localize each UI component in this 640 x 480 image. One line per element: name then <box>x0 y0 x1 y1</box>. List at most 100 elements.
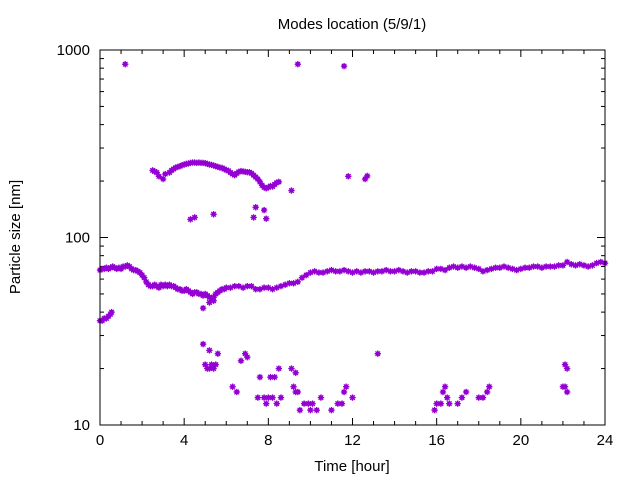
data-point <box>364 172 371 180</box>
data-point <box>212 361 219 368</box>
x-tick-label: 0 <box>96 432 104 449</box>
data-point <box>313 406 320 414</box>
data-point <box>340 388 348 396</box>
data-point <box>340 266 348 274</box>
data-point <box>275 365 283 372</box>
data-point <box>589 262 596 269</box>
data-point <box>479 394 487 401</box>
data-point <box>307 406 314 414</box>
data-point <box>267 373 274 381</box>
data-point <box>244 353 251 361</box>
data-point <box>122 60 129 68</box>
data-point <box>475 394 482 401</box>
data-point <box>345 173 352 180</box>
data-point <box>374 268 381 275</box>
x-tick-label: 4 <box>180 432 188 449</box>
data-point <box>433 400 440 407</box>
y-tick-label: 1000 <box>57 42 90 59</box>
data-point <box>309 400 316 407</box>
data-point <box>374 350 381 357</box>
data-point <box>244 282 251 290</box>
data-points <box>96 60 609 414</box>
data-point <box>454 400 461 407</box>
data-point <box>547 263 554 270</box>
data-point <box>441 383 449 390</box>
data-point <box>263 215 270 222</box>
data-point <box>561 383 569 390</box>
data-point <box>439 388 447 396</box>
data-point <box>496 264 503 271</box>
data-point <box>162 170 169 178</box>
data-point <box>140 274 148 281</box>
data-point <box>298 274 306 281</box>
data-point <box>191 214 198 221</box>
data-point <box>387 268 394 275</box>
data-point <box>210 211 217 218</box>
x-tick-label: 24 <box>597 432 614 449</box>
data-point <box>296 406 304 414</box>
data-point <box>155 173 163 180</box>
data-point <box>248 282 255 290</box>
data-point <box>294 60 301 68</box>
x-tick-label: 16 <box>428 432 445 449</box>
data-point <box>288 365 295 372</box>
data-point <box>563 388 571 396</box>
data-point <box>294 278 301 286</box>
data-point <box>260 206 268 214</box>
data-point <box>206 347 213 354</box>
y-tick-label: 100 <box>65 230 90 247</box>
data-point <box>555 262 562 269</box>
data-point <box>290 383 297 390</box>
data-point <box>483 388 491 396</box>
data-point <box>275 178 283 186</box>
data-point <box>202 361 209 368</box>
data-point <box>210 297 217 304</box>
axis-ticks: 0 4 8 12 16 20 24 10 100 1000 <box>57 42 614 449</box>
data-point <box>231 282 238 290</box>
data-point <box>256 373 264 381</box>
data-point <box>263 400 270 407</box>
data-point <box>446 400 453 407</box>
data-point <box>288 187 295 194</box>
data-point <box>382 266 390 274</box>
data-point <box>252 204 259 211</box>
data-point <box>433 265 440 273</box>
data-point <box>340 62 348 70</box>
data-point <box>300 400 308 407</box>
chart-title: Modes location (5/9/1) <box>278 16 426 33</box>
data-point <box>273 400 280 407</box>
x-tick-label: 8 <box>264 432 272 449</box>
data-point <box>294 388 301 396</box>
data-point <box>254 394 262 401</box>
data-point <box>199 304 207 312</box>
data-point <box>486 383 493 390</box>
data-point <box>233 388 240 396</box>
y-tick-label: 10 <box>73 417 90 434</box>
data-point <box>458 394 466 401</box>
data-point <box>559 262 567 269</box>
data-point <box>214 350 222 357</box>
x-tick-label: 20 <box>512 432 529 449</box>
data-point <box>317 394 325 401</box>
data-point <box>199 340 207 348</box>
data-point <box>250 214 257 221</box>
data-point <box>260 284 268 291</box>
data-point <box>286 280 293 287</box>
data-point <box>416 269 424 276</box>
data-point <box>338 400 346 407</box>
data-point <box>437 400 445 407</box>
data-point <box>342 383 350 390</box>
data-point <box>303 271 310 279</box>
data-point <box>349 394 356 401</box>
data-point <box>580 262 588 269</box>
data-point <box>429 268 436 275</box>
x-tick-label: 12 <box>344 432 361 449</box>
data-point <box>108 308 115 316</box>
data-point <box>443 394 451 401</box>
data-point <box>269 394 276 401</box>
data-point <box>159 175 167 183</box>
y-axis-label: Particle size [nm] <box>7 180 24 294</box>
data-point <box>542 263 550 270</box>
data-point <box>292 369 299 376</box>
